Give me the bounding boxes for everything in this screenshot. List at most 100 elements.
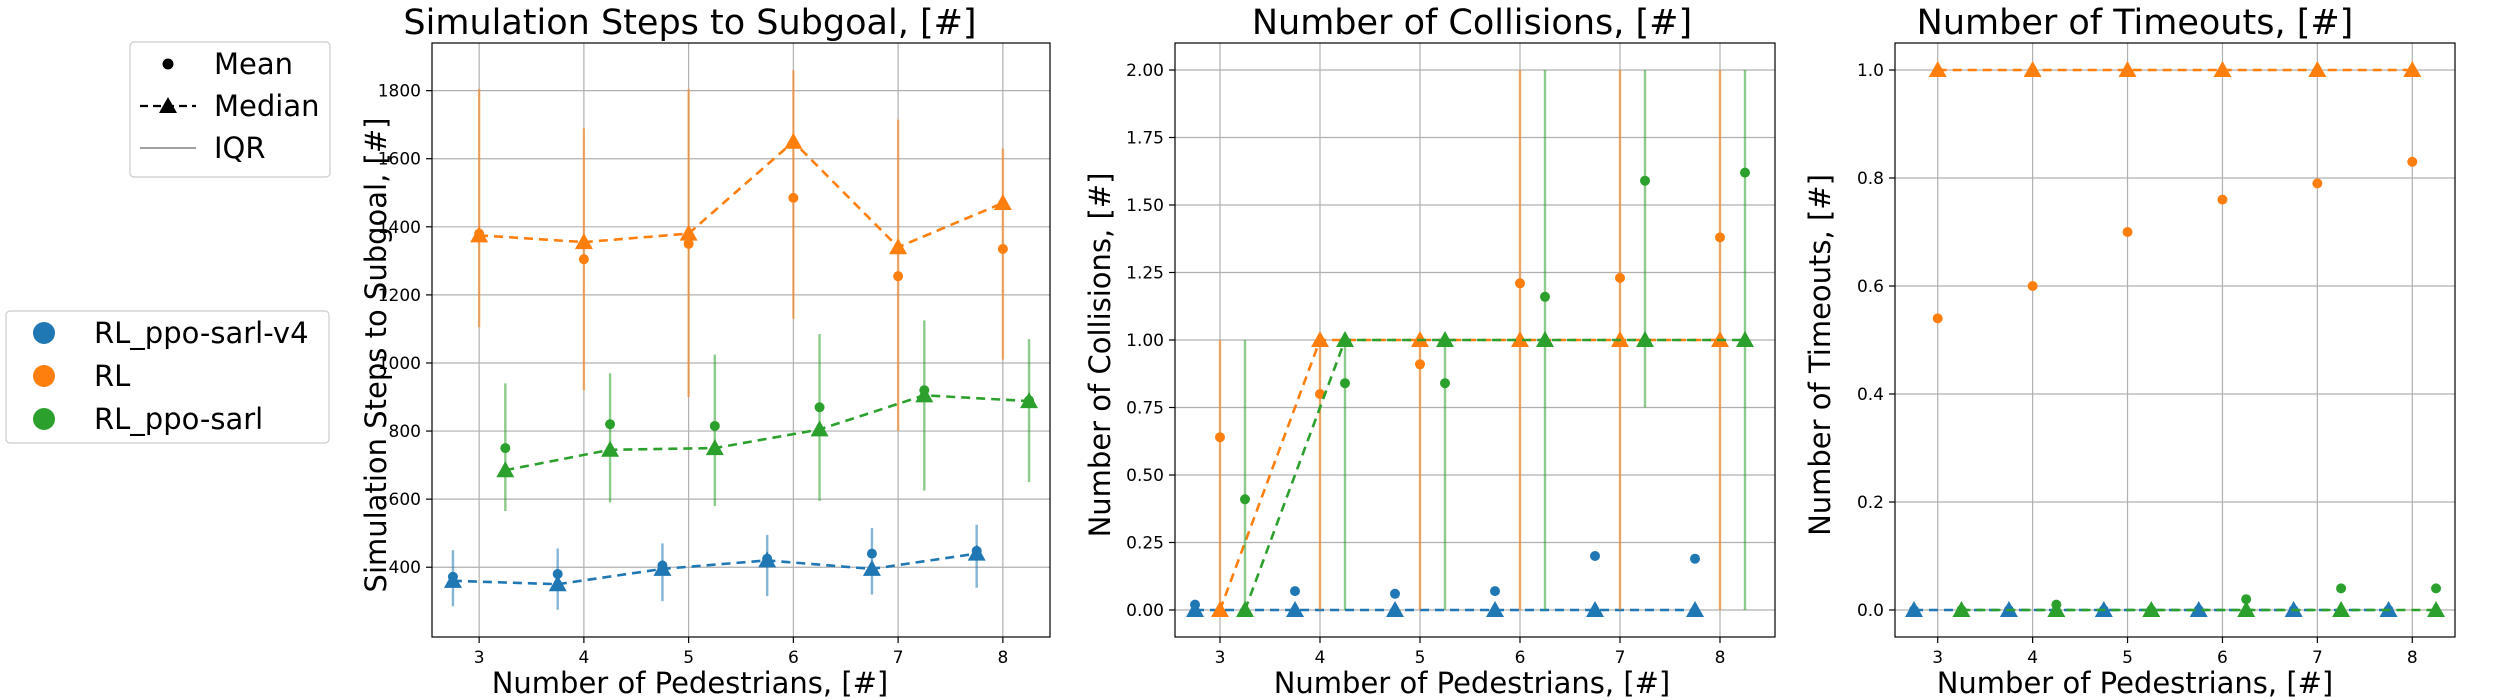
panel-2-series-1-median-0 xyxy=(1928,61,1947,77)
panel-2-ytick-label-1: 0.2 xyxy=(1857,493,1884,513)
panel-0-series-2-mean-2 xyxy=(709,420,720,431)
panel-0-xlabel: Number of Pedestrians, [#] xyxy=(492,666,889,700)
panel-0-series-1-median-2 xyxy=(679,224,698,241)
panel-0-ytick-label-0: 400 xyxy=(389,558,421,578)
panel-0-ylabel: Simulation Steps to Subgoal, [#] xyxy=(359,118,393,593)
panel-collisions: Number of Collisions, [#] Number of Pede… xyxy=(1083,3,1776,700)
panel-2-ytick-label-0: 0.0 xyxy=(1857,601,1884,621)
panel-1-series-2-median-1 xyxy=(1336,331,1354,347)
panel-0-series-0-mean-2 xyxy=(657,560,668,571)
panel-1-series-2-mean-2 xyxy=(1440,378,1450,389)
panel-2-xtick-label-1: 4 xyxy=(2027,648,2038,668)
panel-0-series-1-median-4 xyxy=(889,238,908,255)
panel-0-series-2-mean-1 xyxy=(605,419,616,430)
legend-series-0-marker xyxy=(33,322,55,344)
panel-2-xtick-label-4: 7 xyxy=(2312,648,2323,668)
legend-series-2-label: RL_ppo-sarl xyxy=(94,402,263,436)
panel-0-series-2-median-1 xyxy=(601,440,620,457)
panel-0-series-0-median-line xyxy=(452,552,977,586)
panel-2-series-2-median-4 xyxy=(2332,601,2351,617)
panel-1-series-1-mean-1 xyxy=(1315,389,1325,399)
panel-2-series-1-median-1 xyxy=(2023,61,2042,77)
panel-1-series-2-mean-5 xyxy=(1740,167,1750,178)
panel-0-series-0-mean-1 xyxy=(552,569,563,580)
panel-0-ytick-label-2: 800 xyxy=(389,422,421,442)
panel-1-series-1-mean-5 xyxy=(1715,232,1725,243)
panel-1-ytick-label-6: 1.50 xyxy=(1126,196,1164,216)
panel-0-ytick-label-1: 600 xyxy=(389,490,421,510)
panel-0-xtick-label-1: 4 xyxy=(578,648,589,668)
panel-1-ytick-label-8: 2.00 xyxy=(1126,61,1164,81)
panel-1-series-2-median-2 xyxy=(1436,331,1454,347)
panel-0-xtick-label-5: 8 xyxy=(997,648,1008,668)
panel-1-xtick-label-2: 5 xyxy=(1415,648,1426,668)
legend-statistics: Mean Median IQR xyxy=(129,41,331,178)
panel-timeouts: Number of Timeouts, [#] Number of Pedest… xyxy=(1803,3,2456,700)
panel-1-series-0 xyxy=(1186,551,1704,617)
panel-1-ytick-label-2: 0.50 xyxy=(1126,466,1164,486)
panel-2-series-1-median-4 xyxy=(2308,61,2327,77)
panel-0-series-1-median-1 xyxy=(574,233,593,250)
panel-1-series-1-median-1 xyxy=(1311,331,1329,347)
panel-2-series-2-mean-5 xyxy=(2431,583,2442,594)
panel-1-xtick-label-4: 7 xyxy=(1615,648,1626,668)
panel-0-series-1 xyxy=(470,70,1012,432)
panel-2-series-0-mean-3 xyxy=(2193,605,2204,615)
panel-1-series-0-mean-1 xyxy=(1290,586,1300,597)
legend-mean-marker xyxy=(162,58,174,70)
panel-0-series-1-mean-5 xyxy=(997,243,1008,254)
panel-2-series-2-mean-3 xyxy=(2241,594,2252,605)
panel-0-series-2-median-3 xyxy=(810,420,829,437)
panel-0-series-2-mean-4 xyxy=(919,385,930,396)
panel-1-xtick-label-0: 3 xyxy=(1215,648,1226,668)
panel-2-series-2-mean-4 xyxy=(2336,583,2347,594)
panel-1-title: Number of Collisions, [#] xyxy=(1252,3,1692,43)
panel-1-series-2-mean-4 xyxy=(1640,175,1650,186)
panel-2-series-1-mean-4 xyxy=(2312,178,2323,189)
panel-1-ytick-label-4: 1.00 xyxy=(1126,331,1164,351)
panel-0-series-2-mean-3 xyxy=(814,402,825,413)
panel-0-title: Simulation Steps to Subgoal, [#] xyxy=(403,3,976,43)
panel-0-xtick-label-4: 7 xyxy=(893,648,904,668)
panel-steps-to-subgoal: Simulation Steps to Subgoal, [#] Number … xyxy=(359,3,1051,700)
panel-1-ytick-label-1: 0.25 xyxy=(1126,534,1164,554)
panel-2-series-2-mean-0 xyxy=(1956,605,1967,615)
panel-2-title: Number of Timeouts, [#] xyxy=(1917,3,2354,43)
panel-2-series-2-median-3 xyxy=(2237,601,2256,617)
panel-0-series-1-mean-3 xyxy=(788,192,799,203)
panel-1-series-1-mean-4 xyxy=(1615,272,1625,283)
panel-2-xtick-label-5: 8 xyxy=(2407,648,2418,668)
panel-0-ytick-label-5: 1400 xyxy=(378,218,421,238)
panel-2-ylabel: Number of Timeouts, [#] xyxy=(1803,174,1837,536)
panel-0-xtick-label-3: 6 xyxy=(788,648,799,668)
panel-0-series-1-median-5 xyxy=(993,193,1012,210)
panel-1-series-2-median-3 xyxy=(1536,331,1554,347)
panel-1-frame xyxy=(1174,42,1776,638)
panel-1-series-1-median-3 xyxy=(1511,331,1529,347)
panel-1-xtick-label-3: 6 xyxy=(1515,648,1526,668)
panel-0-series-0-mean-3 xyxy=(762,553,773,564)
panel-2-series-1-mean-1 xyxy=(2027,281,2038,291)
legend-median-label: Median xyxy=(214,89,319,123)
panel-0-series-0-mean-4 xyxy=(866,548,877,559)
legend-series-1-marker xyxy=(33,365,55,387)
panel-0-xtick-label-2: 5 xyxy=(683,648,694,668)
panel-0-series-1-median-3 xyxy=(784,132,803,149)
panel-0-series-2-median-0 xyxy=(496,461,515,478)
panel-1-series-0-median-4 xyxy=(1586,601,1604,617)
panel-2-series-2-median-5 xyxy=(2427,601,2446,617)
panel-2-ytick-label-3: 0.6 xyxy=(1857,277,1884,297)
panel-2-series-1 xyxy=(1928,61,2422,324)
panel-1-series-1-mean-3 xyxy=(1515,278,1525,289)
panel-0-ytick-label-7: 1800 xyxy=(378,82,421,102)
panel-1-series-0-median-2 xyxy=(1386,601,1404,617)
panel-1-series-2-median-0 xyxy=(1236,601,1254,617)
panel-0-series-2 xyxy=(496,320,1039,512)
panel-0-xtick-label-0: 3 xyxy=(474,648,485,668)
panel-2-series-1-median-3 xyxy=(2213,61,2232,77)
panel-1-series-0-mean-0 xyxy=(1190,599,1200,610)
panel-1-series-0-mean-5 xyxy=(1690,553,1700,564)
panel-1-series-1-median-0 xyxy=(1211,601,1229,617)
panel-2-series-0-mean-0 xyxy=(1908,605,1919,615)
panel-0-series-2-median-2 xyxy=(705,439,724,456)
